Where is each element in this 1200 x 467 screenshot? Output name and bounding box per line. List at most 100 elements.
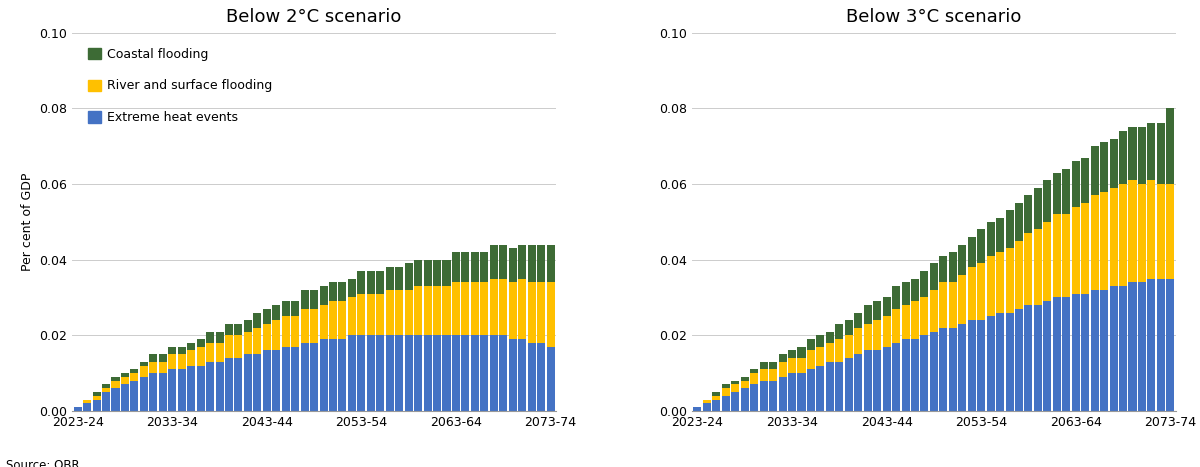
Bar xyxy=(310,343,318,411)
Text: Source: OBR: Source: OBR xyxy=(6,459,79,467)
Bar xyxy=(798,347,805,358)
Bar xyxy=(112,377,120,381)
Bar xyxy=(967,237,976,267)
Bar xyxy=(731,384,739,392)
Bar xyxy=(892,343,900,411)
Bar xyxy=(224,335,233,358)
Bar xyxy=(1147,180,1156,278)
Bar xyxy=(1120,131,1127,184)
Bar xyxy=(480,252,488,283)
Bar xyxy=(854,354,863,411)
Bar xyxy=(1034,305,1042,411)
Title: Below 3°C scenario: Below 3°C scenario xyxy=(846,7,1021,26)
Bar xyxy=(1166,108,1175,184)
Bar xyxy=(1015,203,1024,241)
Bar xyxy=(131,373,138,381)
Bar xyxy=(930,332,938,411)
Bar xyxy=(1157,278,1165,411)
Bar xyxy=(244,332,252,354)
Bar xyxy=(499,245,508,278)
Bar xyxy=(1120,286,1127,411)
Bar xyxy=(253,312,262,328)
Bar xyxy=(1091,146,1099,195)
Bar xyxy=(443,260,450,286)
Bar xyxy=(996,218,1004,252)
Bar xyxy=(959,245,966,275)
Bar xyxy=(740,377,749,381)
Bar xyxy=(1138,127,1146,184)
Bar xyxy=(854,312,863,328)
Bar xyxy=(1043,180,1051,222)
Bar xyxy=(234,324,242,335)
Bar xyxy=(703,403,710,411)
Bar xyxy=(779,377,786,411)
Bar xyxy=(864,324,871,350)
Bar xyxy=(1166,278,1175,411)
Bar xyxy=(845,335,853,358)
Bar xyxy=(319,305,328,339)
Bar xyxy=(1128,283,1136,411)
Bar xyxy=(986,317,995,411)
Bar xyxy=(528,343,535,411)
Bar xyxy=(1072,161,1080,207)
Y-axis label: Per cent of GDP: Per cent of GDP xyxy=(20,173,34,271)
Bar xyxy=(1062,297,1070,411)
Bar xyxy=(816,347,824,366)
Bar xyxy=(760,381,768,411)
Bar xyxy=(835,362,844,411)
Bar xyxy=(112,388,120,411)
Bar xyxy=(920,335,929,411)
Bar xyxy=(414,335,422,411)
Bar xyxy=(1043,222,1051,301)
Bar xyxy=(452,252,460,283)
Bar xyxy=(490,335,498,411)
Bar xyxy=(788,358,796,373)
Bar xyxy=(1025,195,1032,233)
Bar xyxy=(788,373,796,411)
Bar xyxy=(779,362,786,377)
Bar xyxy=(253,328,262,354)
Bar xyxy=(959,275,966,324)
Bar xyxy=(1034,188,1042,229)
Bar xyxy=(178,369,186,411)
Bar xyxy=(83,400,91,403)
Bar xyxy=(546,245,554,283)
Bar xyxy=(329,283,337,301)
Bar xyxy=(499,278,508,335)
Bar xyxy=(1062,169,1070,214)
Bar xyxy=(750,369,758,373)
Bar xyxy=(462,283,469,335)
Bar xyxy=(197,347,205,366)
Bar xyxy=(713,392,720,396)
Bar xyxy=(1006,312,1014,411)
Bar xyxy=(395,290,403,335)
Bar xyxy=(367,335,374,411)
Bar xyxy=(178,347,186,354)
Bar xyxy=(874,301,881,320)
Bar xyxy=(986,222,995,256)
Bar xyxy=(1110,286,1117,411)
Bar xyxy=(216,362,223,411)
Bar xyxy=(470,252,479,283)
Bar xyxy=(452,335,460,411)
Bar xyxy=(348,278,356,297)
Bar xyxy=(263,324,271,350)
Bar xyxy=(272,305,281,320)
Bar xyxy=(490,278,498,335)
Bar xyxy=(301,309,308,343)
Bar xyxy=(949,328,956,411)
Bar xyxy=(187,350,196,366)
Bar xyxy=(1043,301,1051,411)
Bar xyxy=(292,301,299,317)
Bar xyxy=(424,286,432,335)
Bar xyxy=(1052,297,1061,411)
Bar xyxy=(301,343,308,411)
Bar xyxy=(1034,229,1042,305)
Bar xyxy=(272,320,281,350)
Bar xyxy=(977,229,985,263)
Bar xyxy=(377,271,384,294)
Bar xyxy=(319,286,328,305)
Bar xyxy=(1052,173,1061,214)
Bar xyxy=(131,369,138,373)
Bar xyxy=(338,301,347,339)
